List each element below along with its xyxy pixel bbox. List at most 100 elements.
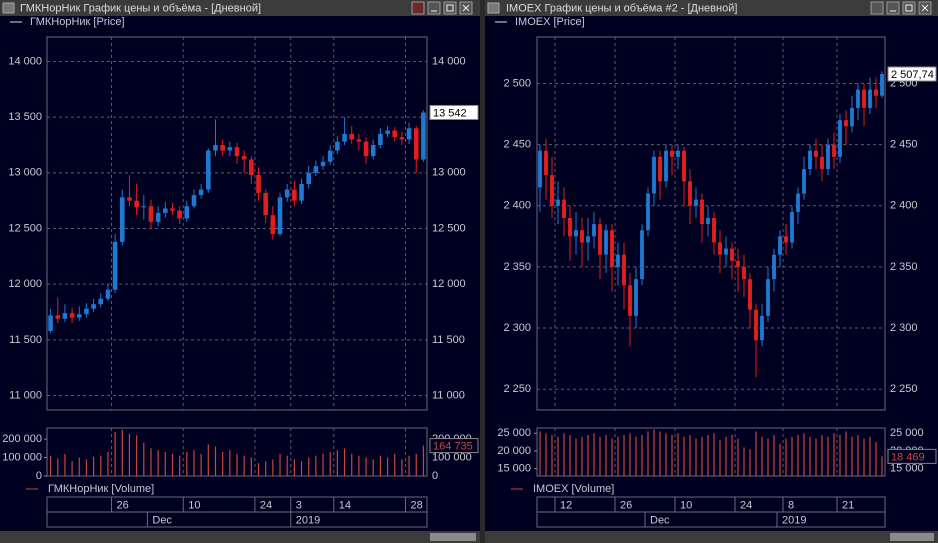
volume-bar [851,436,853,476]
volume-tick-label: 25 000 [497,427,531,439]
period-label: Dec [650,514,670,526]
candle-body [658,156,662,182]
volume-bar [827,436,829,476]
volume-bar [563,433,565,476]
close-glyph [462,4,470,12]
candle-body [706,217,710,225]
candle-body [320,161,326,167]
candle-body [748,279,752,310]
minimize-button[interactable] [427,1,441,15]
volume-bar [635,436,637,476]
candle-body [616,254,620,267]
volume-bar [599,436,601,476]
candle-body [880,74,884,96]
volume-bar [358,455,360,476]
volume-bar [557,436,559,476]
candle-body [299,183,304,201]
candle-body [342,133,347,142]
volume-bar [581,436,583,476]
candle-body [55,315,61,319]
scrollbar[interactable] [0,531,480,543]
candle-body [263,192,268,216]
volume-bar [593,433,595,476]
x-tick-label: 26 [117,499,129,511]
volume-bar [749,449,751,476]
legend-volume: IMOEX [Volume] [533,483,614,495]
maximize-button[interactable] [902,1,916,15]
candle-body [155,212,161,222]
candle-body [820,156,824,170]
volume-bar [845,431,847,476]
volume-bar [107,452,109,476]
volume-bar [293,459,295,476]
volume-bar [701,436,703,476]
volume-bar [214,446,217,476]
link-button[interactable] [411,1,425,15]
last-volume-box [429,438,479,454]
volume-bar [78,457,80,476]
candle-body [676,150,680,157]
volume-tick-label: 20 000 [497,445,531,457]
volume-bar [200,453,202,476]
candle-body [119,197,125,242]
y-tick-label-right: 14 000 [432,55,466,67]
volume-bar [779,443,781,476]
candle-body [622,254,626,286]
candle-body [198,189,204,196]
candle-body [277,197,283,235]
title-bar [0,0,480,16]
volume-bar [114,431,116,476]
x-tick-label: 10 [680,499,692,511]
window-title: ГМКНорНик График цены и объёма - [Дневно… [20,2,261,14]
volume-bar [785,438,787,476]
scroll-thumb[interactable] [430,533,476,541]
x-tick-label: 21 [842,499,854,511]
candle-body [580,230,584,243]
volume-bar [869,436,871,476]
minimize-button[interactable] [886,1,900,15]
volume-bar [207,444,209,476]
volume-bar [839,434,841,476]
volume-bar [587,434,589,476]
candle-body [862,89,866,108]
period-label: 2019 [782,514,806,526]
x-tick-label: 26 [620,499,632,511]
link-button[interactable] [870,1,884,15]
maximize-glyph [905,4,913,12]
volume-bar [671,434,673,476]
y-tick-label: 13 000 [8,167,42,179]
x-tick-label: 3 [296,499,302,511]
x-tick-label: 24 [740,499,752,511]
legend-price: ГМКНорНик [Price] [30,16,125,28]
y-tick-label-right: 2 350 [890,261,918,273]
volume-bar [719,440,721,476]
scroll-thumb[interactable] [890,533,934,541]
volume-bar [179,455,181,476]
volume-bar [236,453,238,476]
volume-bar [803,433,805,476]
volume-bar [797,434,799,476]
candle-body [413,128,419,160]
volume-bar [150,448,152,476]
volume-tick-label-right: 0 [432,470,438,482]
candle-body [568,217,572,237]
candle-body [628,285,632,316]
last-volume-label: 164 735 [433,440,473,452]
candle-body [856,89,860,108]
volume-tick-label: 200 000 [2,433,42,445]
volume-tick-label-right: 100 000 [432,451,472,463]
volume-bar [647,431,649,476]
volume-bar [250,457,252,476]
volume-bar [731,434,733,476]
y-tick-label: 2 500 [503,77,531,89]
volume-bar [300,461,303,476]
volume-bar [605,434,607,476]
y-tick-label: 11 500 [9,334,42,346]
y-tick-label-right: 2 300 [890,322,918,334]
candle-body [378,133,383,146]
maximize-button[interactable] [443,1,457,15]
volume-bar [415,453,417,476]
volume-tick-label: 100 000 [2,451,42,463]
volume-bar [93,456,95,476]
scrollbar[interactable] [485,531,938,543]
